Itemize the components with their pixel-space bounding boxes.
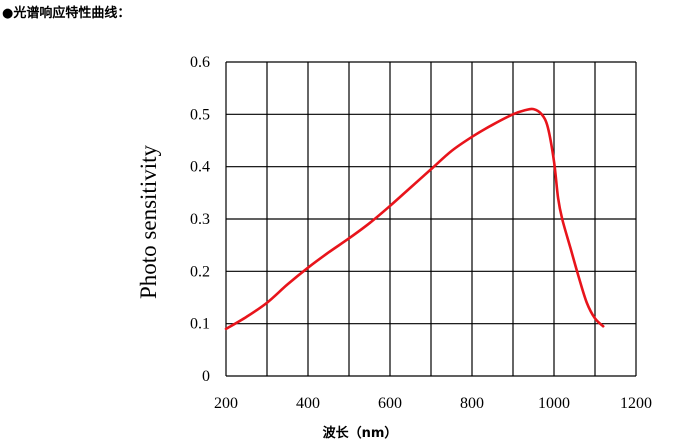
x-tick-label: 1000 [538,395,570,412]
y-tick-label: 0.3 [190,211,210,228]
series-layer [224,107,605,331]
y-tick-label: 0.1 [190,316,210,333]
y-tick-label: 0.6 [190,54,210,71]
tick-labels: 0 0.1 0.2 0.3 0.4 0.5 0.6 200 400 600 800 1000 1200 [190,54,652,412]
y-tick-label: 0.2 [190,263,210,280]
y-tick-label: 0.5 [190,106,210,123]
x-tick-label: 400 [296,395,320,412]
sensitivity-curve [224,107,605,331]
y-tick-label: 0.4 [190,159,210,176]
x-tick-label: 200 [214,395,238,412]
x-axis-label: 波长（nm） [323,425,398,441]
y-tick-label: 0 [202,368,210,385]
x-tick-label: 1200 [620,395,652,412]
section-heading: ●光谱响应特性曲线： [2,6,131,21]
x-tick-label: 600 [378,395,402,412]
chart-grid [225,61,637,377]
x-tick-label: 800 [460,395,484,412]
y-axis-label: Photo sensitivity [136,145,161,299]
